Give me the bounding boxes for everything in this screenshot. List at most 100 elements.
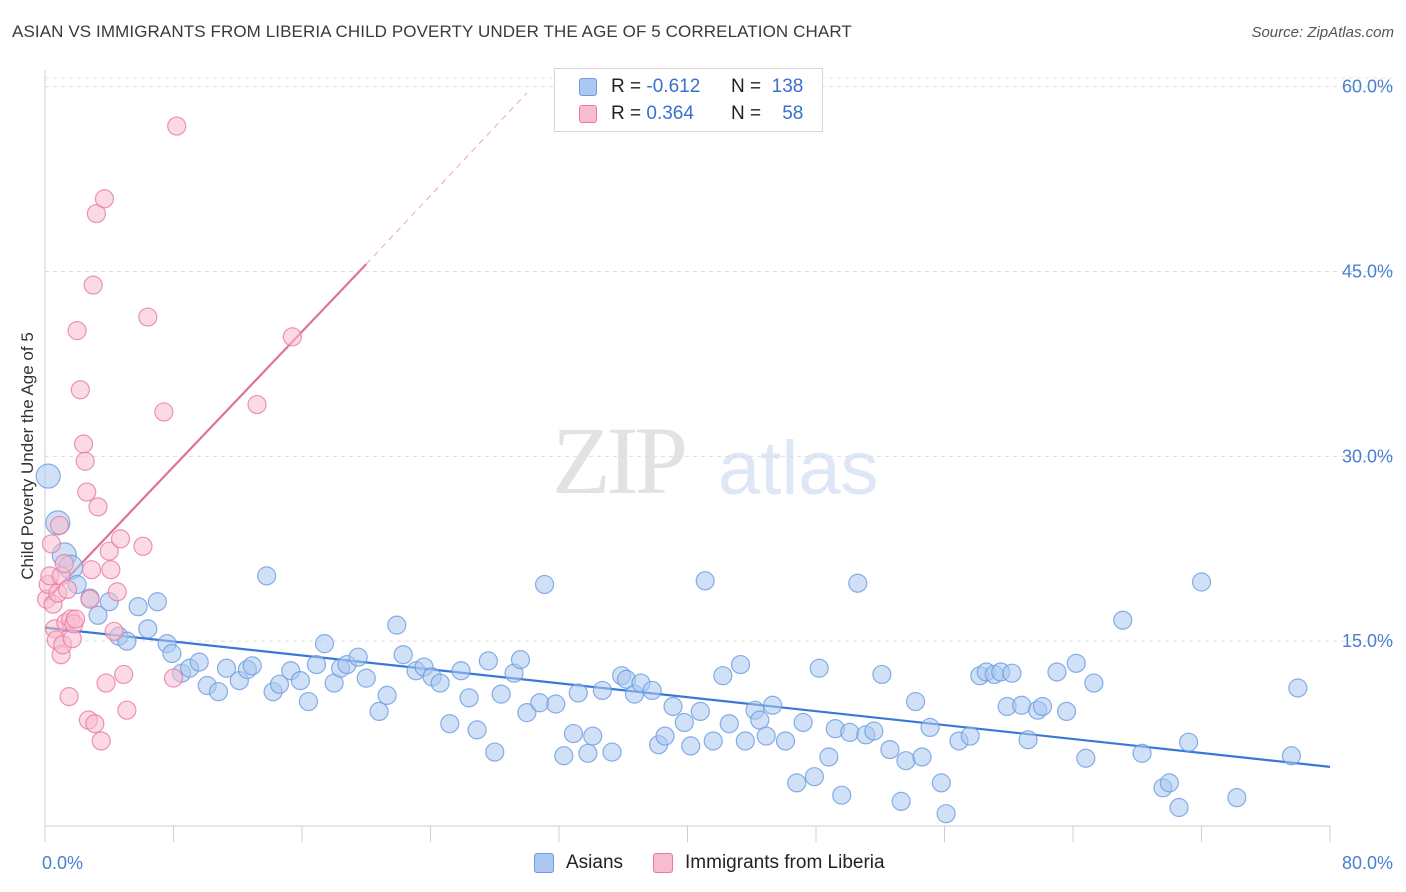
asians-point bbox=[872, 664, 892, 685]
asians-point bbox=[298, 691, 319, 712]
asians-point bbox=[578, 743, 598, 763]
asians-point bbox=[1011, 695, 1032, 715]
asians-point bbox=[393, 645, 413, 665]
asians-point bbox=[162, 643, 182, 664]
asians-point bbox=[690, 701, 710, 722]
asians-point bbox=[348, 647, 368, 667]
asians-point bbox=[848, 573, 868, 593]
asians-point bbox=[880, 739, 900, 760]
liberia-point bbox=[73, 434, 94, 454]
asians-point bbox=[1191, 572, 1212, 592]
liberia-point bbox=[167, 116, 187, 136]
asians-point bbox=[530, 693, 550, 713]
asians-point bbox=[775, 731, 796, 751]
liberia-point bbox=[163, 668, 184, 688]
liberia-point bbox=[154, 402, 174, 422]
asians-point bbox=[485, 742, 505, 762]
asians-point bbox=[663, 696, 683, 717]
liberia-point bbox=[80, 589, 100, 609]
asians-point bbox=[719, 714, 739, 734]
asians-point bbox=[787, 773, 807, 793]
liberia-point bbox=[91, 731, 111, 751]
legend-n-label: N = bbox=[730, 103, 762, 124]
legend-swatch-asians bbox=[579, 78, 597, 96]
series-swatch-asians bbox=[534, 853, 554, 873]
liberia-point bbox=[107, 582, 127, 602]
legend-r-label: R = bbox=[611, 103, 642, 124]
asians-point bbox=[216, 658, 237, 678]
liberia-point bbox=[54, 553, 74, 574]
asians-point bbox=[832, 785, 852, 805]
asians-point bbox=[208, 682, 229, 702]
legend-swatch-liberia bbox=[579, 105, 597, 123]
asians-point bbox=[242, 656, 262, 676]
chart-title: ASIAN VS IMMIGRANTS FROM LIBERIA CHILD P… bbox=[12, 22, 852, 41]
asians-point bbox=[793, 712, 813, 733]
legend-r-label: R = bbox=[611, 76, 642, 97]
liberia-trend-line bbox=[44, 263, 368, 603]
x-tick-label: 80.0% bbox=[1342, 853, 1393, 873]
axis-labels: 15.0% 30.0% 45.0% 60.0% 0.0% 80.0% Child Pover… bbox=[18, 77, 1393, 873]
legend-r-value: -0.612 bbox=[646, 76, 701, 97]
asians-point bbox=[478, 651, 498, 671]
liberia-point bbox=[101, 560, 121, 580]
asians-point bbox=[314, 634, 335, 654]
liberia-point bbox=[99, 541, 119, 561]
asians-point bbox=[896, 751, 916, 771]
liberia-trend-extension bbox=[365, 92, 528, 265]
asians-point bbox=[568, 683, 588, 703]
axes bbox=[44, 70, 1331, 842]
asians-point bbox=[1169, 797, 1189, 818]
liberia-point bbox=[247, 394, 267, 415]
asians-point bbox=[840, 722, 860, 742]
liberia-point bbox=[88, 497, 108, 517]
asians-point bbox=[1002, 663, 1022, 683]
liberia-point bbox=[65, 609, 86, 629]
legend-n-value: 58 bbox=[782, 103, 804, 124]
asians-point bbox=[713, 666, 733, 686]
asians-point bbox=[257, 566, 277, 586]
asians-point bbox=[936, 804, 956, 824]
asians-point bbox=[306, 654, 327, 675]
asians-point bbox=[1018, 730, 1038, 750]
asians-point bbox=[440, 714, 460, 734]
asians-point bbox=[451, 661, 471, 681]
asians-point bbox=[459, 688, 479, 708]
series-label-asians: Asians bbox=[566, 852, 624, 873]
watermark-zip: ZIP bbox=[552, 407, 688, 514]
asians-point bbox=[1113, 610, 1133, 630]
legend-n-label: N = bbox=[730, 76, 762, 97]
liberia-point bbox=[138, 307, 158, 327]
asians-point bbox=[681, 736, 701, 756]
liberia-point bbox=[41, 534, 62, 554]
liberia-point bbox=[75, 451, 95, 471]
liberia-point bbox=[110, 529, 131, 549]
asians-point bbox=[517, 703, 537, 723]
asians-point bbox=[491, 684, 511, 704]
asians-point bbox=[117, 631, 137, 651]
asians-point bbox=[1056, 701, 1077, 722]
asians-point bbox=[510, 650, 531, 670]
asians-point bbox=[1179, 732, 1199, 752]
chart-source: Source: ZipAtlas.com bbox=[1251, 24, 1394, 41]
liberia-point bbox=[59, 687, 79, 707]
asians-point bbox=[563, 723, 584, 744]
liberia-point bbox=[94, 189, 115, 209]
y-tick-label: 15.0% bbox=[1342, 631, 1393, 651]
asians-point bbox=[905, 691, 926, 712]
asians-point bbox=[735, 731, 755, 751]
y-tick-label: 60.0% bbox=[1342, 77, 1393, 97]
asians-point bbox=[189, 652, 209, 672]
asians-point bbox=[960, 726, 980, 746]
asians-point bbox=[387, 615, 407, 635]
series-label-liberia: Immigrants from Liberia bbox=[685, 852, 885, 873]
watermark-atlas: atlas bbox=[718, 426, 879, 511]
liberia-point bbox=[67, 321, 87, 341]
asians-point bbox=[756, 726, 776, 746]
asians-point bbox=[1288, 678, 1308, 698]
asians-point bbox=[1084, 673, 1104, 693]
asians-point bbox=[819, 747, 839, 767]
data-points bbox=[35, 116, 1308, 824]
asians-point bbox=[583, 726, 603, 746]
